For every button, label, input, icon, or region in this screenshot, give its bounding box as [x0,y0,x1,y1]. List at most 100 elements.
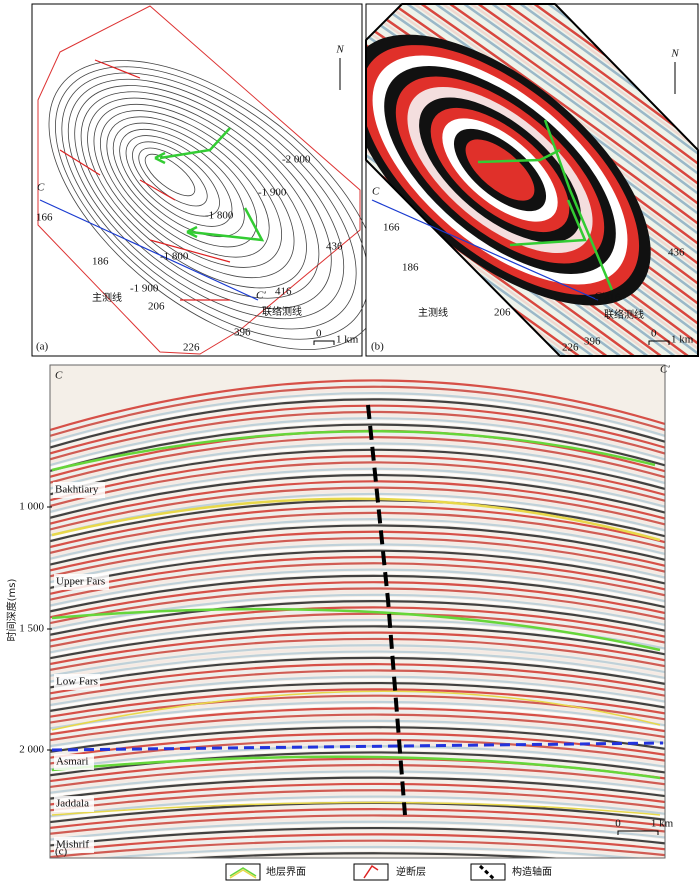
texture [50,675,665,707]
north: N [670,48,679,60]
texture [50,470,665,516]
texture [50,546,665,587]
texture [366,138,698,356]
formation: Jaddala [56,798,89,810]
texture [50,839,665,858]
texture [366,4,698,172]
contour [144,153,196,197]
texture [50,420,665,470]
texture [366,4,698,167]
texture [50,640,665,674]
texture [50,511,665,554]
texture [50,401,665,452]
texture [50,814,665,835]
texture [60,842,665,858]
texture [50,461,665,508]
contour-label: -1 900 [258,187,287,199]
texture [50,518,665,560]
line-number: 206 [494,307,511,319]
legend-label: 地层界面 [266,865,306,878]
texture [50,820,665,841]
contour [125,135,233,227]
legend-label: 构造轴面 [512,865,552,878]
texture [50,577,665,616]
texture [50,451,665,499]
texture [465,139,535,201]
texture [50,729,665,756]
axis-arrows [477,119,614,291]
texture [50,410,665,461]
section-end: C′ [256,290,266,302]
texture [50,398,665,449]
faults [59,59,231,301]
section-start: C [37,182,45,194]
texture [50,826,665,847]
line-number: 206 [148,301,165,313]
contour [61,72,357,330]
texture [50,738,665,765]
legend-label: 逆断层 [396,865,426,878]
scale-zero: 0 [615,818,621,830]
texture [50,700,665,730]
scale-bar [617,830,659,835]
texture [177,852,565,858]
line-number: 166 [383,222,400,234]
contour [112,122,258,248]
texture [366,4,698,187]
texture [50,473,665,519]
texture [50,521,665,563]
texture [50,669,665,701]
texture [50,540,665,581]
contour [119,128,245,238]
contour [55,66,369,340]
section-end: C′ [660,364,670,376]
texture [50,707,665,736]
texture [366,4,698,192]
texture [50,833,665,853]
texture [366,4,698,212]
texture [50,530,665,572]
texture [50,492,665,537]
panel-b-text: (b) N C C′ 166 186 206 226 396 416 436 主… [371,48,694,354]
section-line [39,199,259,301]
panel-a-frame [31,3,363,357]
texture [50,458,665,505]
texture [50,779,665,803]
texture [50,404,665,455]
section-line [371,199,599,301]
texture [131,849,609,858]
inline-label: 主测线 [92,291,122,304]
formation: Asmari [56,756,88,768]
texture [50,508,665,552]
formation: Low Fars [56,676,98,688]
line-number: 186 [402,262,419,274]
texture [50,634,665,669]
texture [50,722,665,750]
texture [50,499,665,543]
texture [50,719,665,748]
north: N [335,44,344,56]
texture [50,555,665,595]
formation: Bakhtiary [55,484,99,496]
texture [50,477,665,522]
texture [50,685,665,715]
inline-label: 主测线 [418,306,448,319]
texture [50,568,665,607]
y-tick-label: 1 500 [19,623,44,635]
texture [50,392,665,443]
texture [50,603,665,639]
texture [50,549,665,590]
texture [50,439,665,487]
formation: Upper Fars [56,576,105,588]
texture [50,436,665,484]
texture [50,836,665,856]
texture [50,726,665,753]
section-start: C [372,186,380,198]
line-number: 226 [183,342,200,354]
texture [50,817,665,838]
contour [87,97,307,289]
contour [67,78,345,320]
contour-label: -1 800 [160,251,189,263]
line-number: 226 [562,342,579,354]
